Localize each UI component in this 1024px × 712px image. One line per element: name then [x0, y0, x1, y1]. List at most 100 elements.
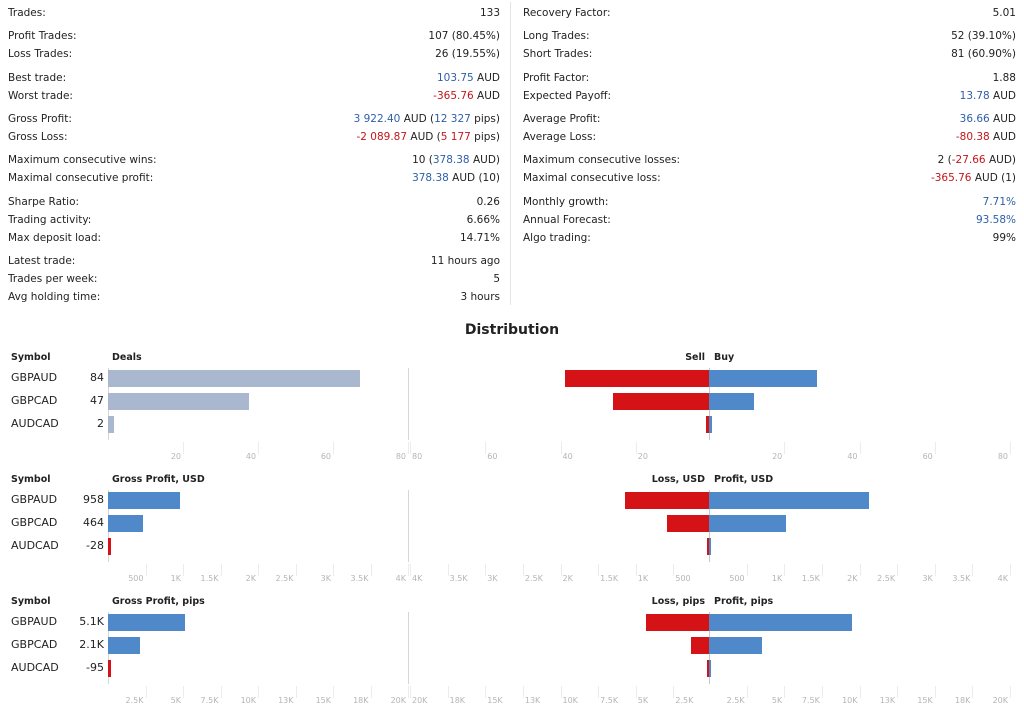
stat-value: -2 089.87 AUD (5 177 pips)	[357, 128, 501, 146]
profit-bar	[709, 370, 818, 387]
tick-label: 80	[997, 452, 1008, 461]
distribution-title: Distribution	[464, 322, 560, 338]
profit-bar	[709, 492, 869, 509]
tick-line	[522, 564, 524, 576]
left-bar	[108, 614, 185, 631]
tick-label: 500	[128, 574, 144, 583]
stat-label: Max deposit load:	[8, 232, 102, 244]
symbol-label: GBPCAD	[11, 394, 58, 407]
stat-value-part: 0.26	[476, 196, 500, 208]
loss-series-header: Loss, USD	[651, 474, 705, 485]
tick-line	[333, 686, 334, 698]
tick-label: 10K	[842, 696, 858, 705]
stat-row: Profit Trades: 107 (80.45%)	[8, 27, 500, 45]
loss-bar	[706, 660, 709, 677]
loss-bar	[624, 492, 709, 509]
stat-value-part: -80.38	[955, 131, 990, 143]
stat-row: Loss Trades: 26 (19.55%)	[8, 45, 500, 63]
tick-line	[934, 564, 936, 576]
tick-line	[410, 686, 411, 698]
tick-label: 2.5K	[877, 574, 896, 583]
stat-label: Best trade:	[8, 72, 67, 84]
left-bar	[108, 370, 360, 387]
symbol-label: GBPAUD	[11, 371, 58, 384]
stat-row: Profit Factor: 1.88	[523, 69, 1016, 87]
tick-label: 20	[637, 452, 648, 461]
profit-series-header: Profit, pips	[714, 596, 774, 607]
tick-line	[485, 686, 487, 698]
value-label: -28	[86, 539, 104, 552]
stat-value-part: 2 (	[937, 154, 952, 166]
stat-value: 103.75 AUD	[437, 69, 500, 87]
tick-line	[972, 686, 974, 698]
tick-line	[635, 686, 637, 698]
stat-label: Latest trade:	[8, 255, 76, 267]
tick-line	[934, 442, 936, 454]
profit-bar	[709, 393, 755, 410]
value-label: 47	[90, 394, 104, 407]
stat-value: 0.26	[477, 193, 500, 211]
tick-label: 2K	[245, 574, 256, 583]
stat-label: Annual Forecast:	[523, 214, 611, 226]
value-label: 958	[83, 493, 104, 506]
tick-label: 3K	[320, 574, 331, 583]
tick-label: 15K	[315, 696, 331, 705]
tick-label: 4K	[997, 574, 1008, 583]
tick-label: 3.5K	[350, 574, 369, 583]
tick-label: 3.5K	[952, 574, 971, 583]
tick-line	[447, 564, 449, 576]
tick-label: 20	[772, 452, 783, 461]
tick-line	[859, 442, 861, 454]
symbol-header: Symbol	[11, 474, 51, 485]
stat-value-part: AUD	[473, 72, 500, 84]
tick-line	[897, 686, 899, 698]
tick-line	[258, 442, 259, 454]
stat-value: 1.88	[993, 69, 1016, 87]
tick-label: 2.5K	[125, 696, 144, 705]
stat-value: -365.76 AUD	[433, 87, 500, 105]
stat-value: 36.66 AUD	[960, 110, 1016, 128]
stat-value-part: 26 (19.55%)	[435, 48, 500, 60]
tick-label: 5K	[170, 696, 181, 705]
stat-value: 7.71%	[983, 193, 1016, 211]
tick-line	[485, 442, 487, 454]
stat-value: 2 (-27.66 AUD)	[938, 151, 1016, 169]
symbol-label: AUDCAD	[11, 417, 59, 430]
stat-label: Long Trades:	[523, 30, 590, 42]
tick-label: 7.5K	[600, 696, 619, 705]
loss-bar	[707, 538, 709, 555]
tick-line	[784, 686, 786, 698]
stat-value: 99%	[993, 229, 1016, 247]
stat-row: Average Profit: 36.66 AUD	[523, 110, 1016, 128]
tick-line	[821, 564, 823, 576]
tick-label: 13K	[524, 696, 541, 705]
left-bar	[108, 393, 249, 410]
stat-label: Recovery Factor:	[523, 7, 611, 19]
left-series-header: Gross Profit, USD	[112, 474, 205, 485]
tick-line	[220, 686, 222, 698]
tick-label: 40	[847, 452, 858, 461]
tick-line	[1010, 442, 1011, 454]
tick-label: 1.5K	[801, 574, 820, 583]
deals-chart: Symbol Deals Sell Buy GBPAUD 84 GBPCAD 47 AUDCAD…	[0, 348, 1024, 468]
tick-label: 7.5K	[801, 696, 820, 705]
tick-line	[784, 564, 786, 576]
stat-value: 13.78 AUD	[960, 87, 1016, 105]
stat-row: Annual Forecast: 93.58%	[523, 211, 1016, 229]
stat-value: 5.01	[993, 4, 1016, 22]
tick-line	[410, 564, 411, 576]
stat-value-part: 12 327	[434, 113, 471, 125]
stat-value-part: 5	[493, 273, 500, 285]
stat-label: Trading activity:	[8, 214, 92, 226]
stat-value-part: AUD	[989, 90, 1016, 102]
tick-line	[258, 686, 259, 698]
loss-bar	[564, 370, 709, 387]
tick-label: 3K	[487, 574, 498, 583]
symbol-header: Symbol	[11, 596, 51, 607]
tick-label: 2.5K	[524, 574, 543, 583]
stat-row: Maximum consecutive wins: 10 (378.38 AUD)	[8, 151, 500, 169]
stat-row: Long Trades: 52 (39.10%)	[523, 27, 1016, 45]
stat-value-part: 3 922.40	[353, 113, 401, 125]
tick-label: 10K	[562, 696, 578, 705]
profit-bar	[709, 637, 762, 654]
